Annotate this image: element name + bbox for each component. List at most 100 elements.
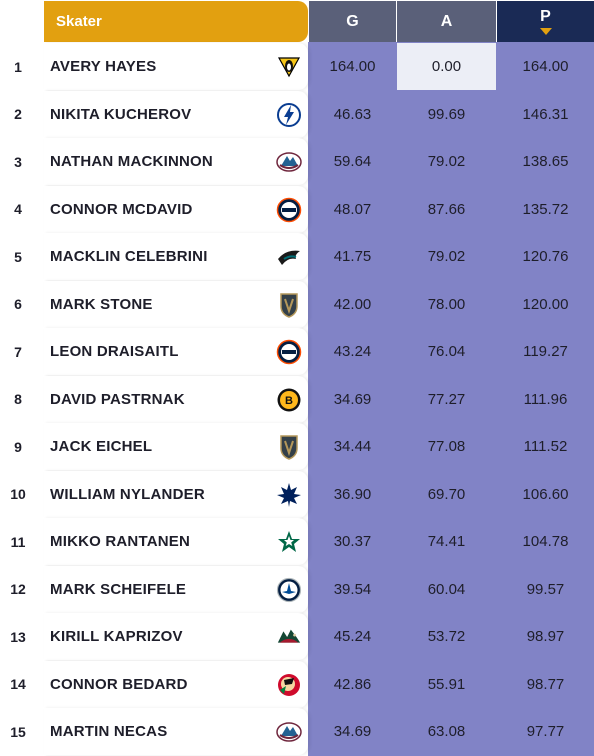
assists-value: 78.00 (427, 295, 466, 313)
goals-value: 46.63 (333, 105, 372, 123)
stats-background (308, 42, 594, 756)
table-row[interactable]: 15 MARTIN NECAS 34.69 63.08 97.77 (0, 708, 594, 755)
skater-name[interactable]: LEON DRAISAITL (50, 343, 179, 360)
penguins-logo-icon (276, 54, 302, 80)
skater-cell: WILLIAM NYLANDER (44, 470, 308, 518)
skater-cell: MACKLIN CELEBRINI (44, 233, 308, 280)
goals-value: 34.69 (333, 390, 372, 408)
rank-number: 13 (10, 628, 26, 645)
skater-name[interactable]: KIRILL KAPRIZOV (50, 628, 183, 645)
skater-name[interactable]: MIKKO RANTANEN (50, 533, 191, 550)
goals-value: 48.07 (333, 200, 372, 218)
assists-value: 76.04 (427, 343, 466, 360)
skater-name[interactable]: MARK STONE (50, 295, 153, 313)
goals-value: 42.86 (333, 675, 372, 693)
avalanche-logo-icon (276, 719, 302, 745)
skater-name[interactable]: AVERY HAYES (50, 58, 157, 75)
rank-number: 12 (10, 581, 26, 597)
assists-value: 77.08 (427, 438, 466, 455)
skater-cell: LEON DRAISAITL (44, 328, 308, 375)
skater-name[interactable]: CONNOR MCDAVID (50, 200, 193, 218)
rank-number: 4 (14, 201, 22, 217)
skater-cell: KIRILL KAPRIZOV (44, 613, 308, 660)
skater-column-header[interactable]: Skater (44, 1, 308, 42)
points-value: 98.97 (526, 628, 565, 645)
skater-name[interactable]: CONNOR BEDARD (50, 675, 188, 693)
skater-name[interactable]: JACK EICHEL (50, 438, 153, 455)
rank-number: 10 (10, 486, 26, 502)
points-value: 97.77 (526, 723, 565, 740)
table-row[interactable]: 7 LEON DRAISAITL 43.24 76.04 119.27 (0, 328, 594, 375)
rank-number: 5 (14, 248, 22, 265)
bruins-logo-icon: B (276, 387, 302, 413)
assists-value: 74.41 (427, 533, 466, 550)
table-row[interactable]: 12 MARK SCHEIFELE 39.54 60.04 99.57 (0, 565, 594, 613)
table-row[interactable]: 2 NIKITA KUCHEROV 46.63 99.69 146.31 (0, 90, 594, 138)
points-value: 120.76 (522, 248, 569, 265)
table-row[interactable]: 10 WILLIAM NYLANDER 36.90 69.70 106.60 (0, 470, 594, 518)
assists-value: 53.72 (427, 628, 466, 645)
maple-leafs-logo-icon (276, 482, 302, 508)
table-row[interactable]: 3 NATHAN MACKINNON 59.64 79.02 138.65 (0, 138, 594, 185)
points-value: 164.00 (522, 58, 569, 75)
assists-column-header[interactable]: A (397, 1, 496, 42)
goals-column-header[interactable]: G (309, 1, 396, 42)
goals-value: 30.37 (333, 533, 372, 550)
assists-value: 63.08 (427, 723, 466, 740)
skater-name[interactable]: WILLIAM NYLANDER (50, 485, 205, 503)
assists-value: 99.69 (427, 105, 466, 123)
assists-value: 79.02 (427, 248, 466, 265)
skater-cell: NIKITA KUCHEROV (44, 90, 308, 138)
table-row[interactable]: 1 AVERY HAYES 164.00 0.00 164.00 (0, 43, 594, 90)
table-row[interactable]: 4 CONNOR MCDAVID 48.07 87.66 135.72 (0, 185, 594, 233)
golden-knights-logo-icon (276, 434, 302, 460)
blackhawks-logo-icon (276, 672, 302, 698)
rank-number: 14 (10, 676, 26, 692)
rank-number: 8 (14, 391, 22, 407)
rank-number: 6 (14, 296, 22, 312)
skater-name[interactable]: DAVID PASTRNAK (50, 390, 185, 408)
skater-cell: DAVID PASTRNAK B (44, 375, 308, 423)
table-row[interactable]: 13 KIRILL KAPRIZOV 45.24 53.72 98.97 (0, 613, 594, 660)
rank-number: 15 (10, 723, 26, 740)
points-value: 135.72 (522, 200, 569, 218)
skater-name[interactable]: MARK SCHEIFELE (50, 580, 187, 598)
points-value: 104.78 (522, 533, 569, 550)
points-value: 120.00 (522, 295, 569, 313)
goals-value: 59.64 (333, 153, 372, 170)
avalanche-logo-icon (276, 149, 302, 175)
table-row[interactable]: 11 MIKKO RANTANEN 30.37 74.41 104.78 (0, 518, 594, 565)
rank-number: 7 (14, 343, 22, 360)
jets-logo-icon (276, 577, 302, 603)
table-row[interactable]: 5 MACKLIN CELEBRINI 41.75 79.02 120.76 (0, 233, 594, 280)
sharks-logo-icon (276, 244, 302, 270)
points-value: 99.57 (526, 580, 565, 598)
goals-value: 164.00 (329, 58, 376, 75)
goals-value: 34.44 (333, 438, 372, 455)
rank-number: 3 (14, 153, 22, 170)
skater-cell: CONNOR MCDAVID (44, 185, 308, 233)
goals-value: 42.00 (333, 295, 372, 313)
assists-value: 87.66 (427, 200, 466, 218)
assists-value: 79.02 (427, 153, 466, 170)
table-row[interactable]: 9 JACK EICHEL 34.44 77.08 111.52 (0, 423, 594, 470)
table-row[interactable]: 14 CONNOR BEDARD 42.86 55.91 98.77 (0, 660, 594, 708)
skater-name[interactable]: NIKITA KUCHEROV (50, 105, 192, 123)
skater-cell: JACK EICHEL (44, 423, 308, 470)
points-value: 111.96 (523, 390, 568, 408)
points-column-header[interactable]: P (497, 1, 594, 42)
assists-value: 55.91 (427, 675, 466, 693)
table-row[interactable]: 8 DAVID PASTRNAK B 34.69 77.27 111.96 (0, 375, 594, 423)
oilers-logo-icon (276, 197, 302, 223)
skater-name[interactable]: MARTIN NECAS (50, 723, 168, 740)
goals-value: 34.69 (333, 723, 372, 740)
skater-name[interactable]: NATHAN MACKINNON (50, 153, 213, 170)
assists-value: 69.70 (427, 485, 466, 503)
skater-cell: MIKKO RANTANEN (44, 518, 308, 565)
skater-name[interactable]: MACKLIN CELEBRINI (50, 248, 208, 265)
points-value: 119.27 (523, 343, 568, 360)
assists-value: 0.00 (397, 43, 496, 90)
table-row[interactable]: 6 MARK STONE 42.00 78.00 120.00 (0, 280, 594, 328)
skater-cell: MARTIN NECAS (44, 708, 308, 755)
points-value: 138.65 (522, 153, 569, 170)
